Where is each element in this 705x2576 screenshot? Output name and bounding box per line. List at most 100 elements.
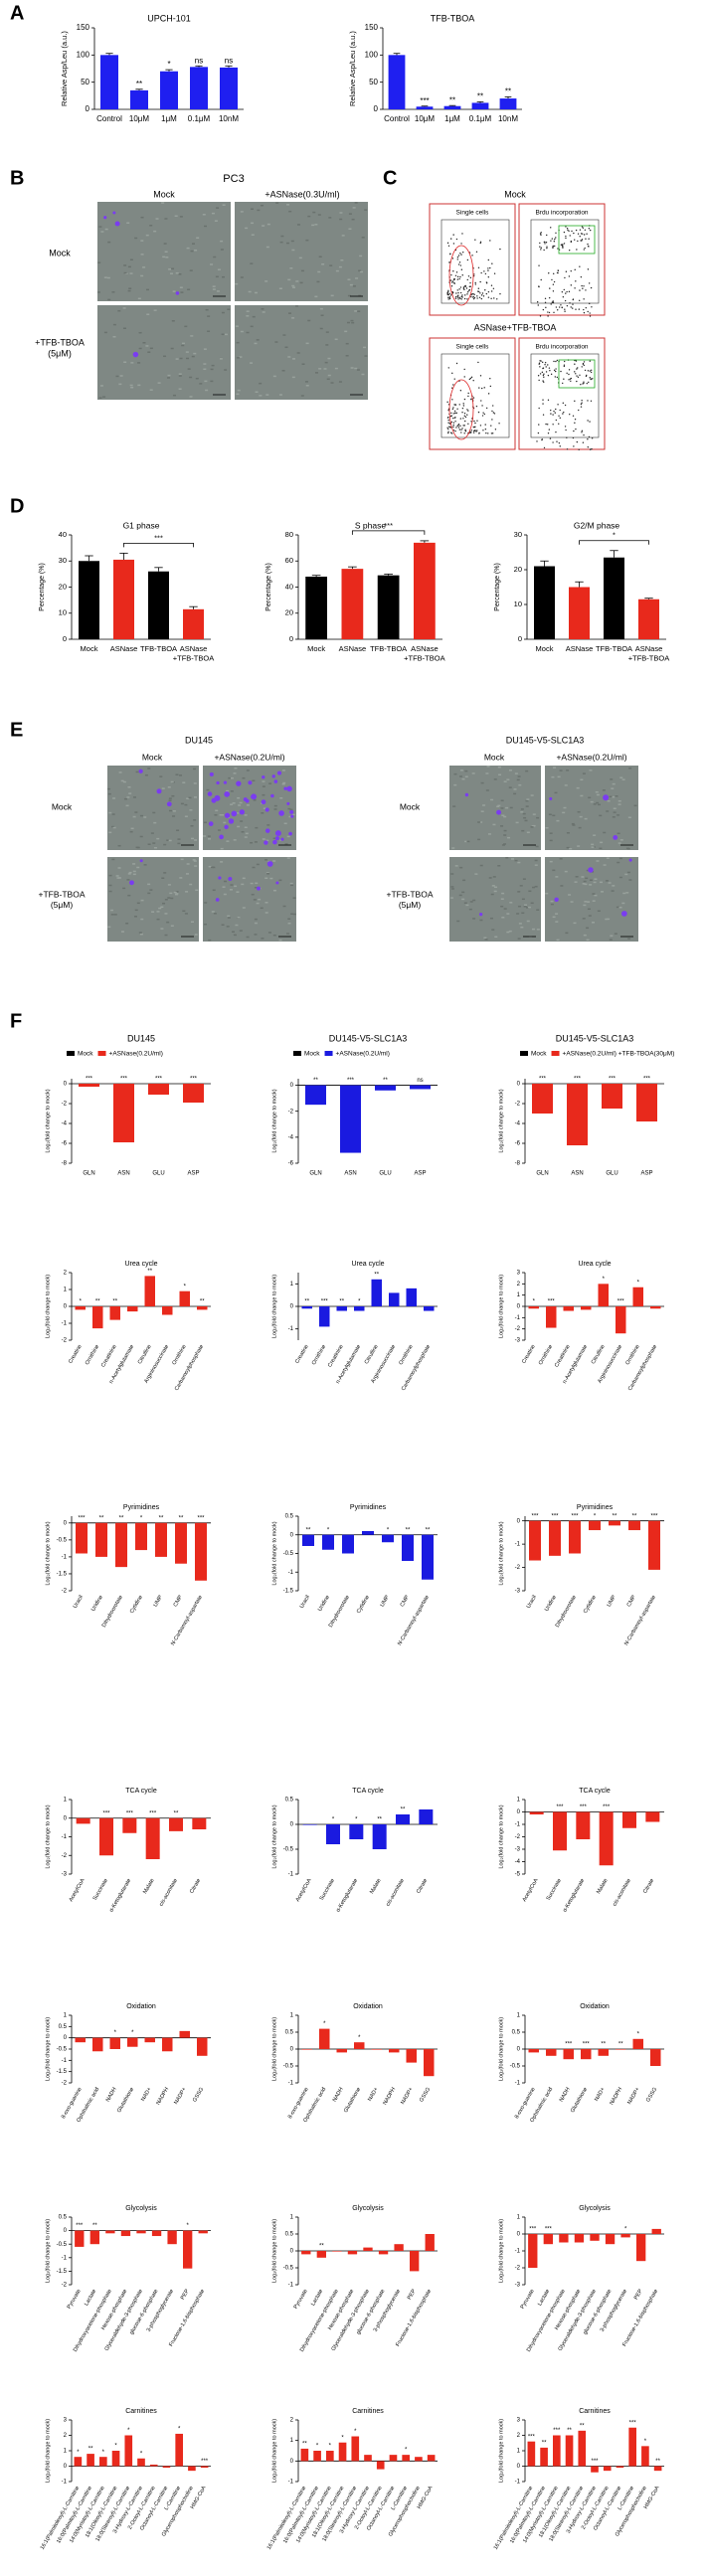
texture	[139, 933, 143, 936]
bar	[528, 2234, 538, 2268]
y-tick-label: -0.5	[283, 1551, 294, 1557]
plot-label: Single cells	[456, 210, 490, 217]
texture	[175, 271, 179, 274]
y-tick-label: -0.5	[283, 2266, 294, 2272]
texture	[509, 806, 513, 809]
texture	[278, 879, 282, 882]
texture	[207, 330, 211, 332]
significance-bracket	[351, 530, 426, 535]
bar	[76, 1522, 88, 1554]
texture	[256, 863, 260, 866]
y-tick-label: 1	[517, 2013, 521, 2019]
texture	[194, 839, 198, 841]
texture	[132, 870, 136, 873]
event	[570, 380, 572, 382]
x-tick-label: Uracil	[526, 1595, 538, 1610]
chart-title: Oxidation	[353, 2003, 383, 2010]
texture	[157, 382, 161, 384]
texture	[254, 841, 258, 843]
significance: ***	[571, 1513, 579, 1519]
stained-cell	[112, 211, 116, 215]
stained-cell	[248, 780, 253, 785]
texture	[258, 898, 262, 901]
x-tick-label: +TFB-TBOA	[173, 653, 214, 662]
event	[457, 263, 460, 265]
texture	[98, 397, 102, 399]
texture	[523, 816, 527, 819]
y-tick-label: 100	[365, 50, 379, 59]
bar	[527, 2441, 536, 2467]
texture	[352, 207, 356, 209]
texture	[465, 904, 469, 907]
bar	[105, 2230, 115, 2234]
x-tick-label: NADPH	[155, 2087, 170, 2107]
texture	[580, 778, 584, 781]
y-tick-label: -3	[515, 2283, 521, 2289]
texture	[585, 877, 589, 880]
event	[449, 415, 452, 418]
texture	[189, 809, 193, 811]
texture	[506, 778, 510, 780]
x-tick-label: GLU	[379, 1171, 391, 1177]
event	[544, 243, 546, 245]
texture	[321, 263, 325, 265]
bar	[316, 2251, 326, 2258]
event	[576, 380, 578, 383]
texture	[222, 275, 226, 278]
texture	[573, 922, 577, 925]
texture	[214, 813, 218, 816]
event	[449, 431, 452, 433]
texture	[236, 357, 240, 359]
event	[574, 371, 576, 373]
event	[447, 430, 449, 432]
bar	[75, 2037, 86, 2043]
event	[558, 306, 561, 308]
texture	[138, 932, 142, 934]
texture	[592, 900, 596, 902]
panel-label: D	[10, 495, 24, 517]
event	[566, 372, 568, 374]
texture	[530, 902, 534, 905]
x-tick-label: glucose-6-phosphate	[129, 2289, 160, 2335]
texture	[127, 265, 131, 268]
bar	[603, 2466, 612, 2472]
significance: ***	[78, 1515, 86, 1521]
texture	[255, 391, 259, 394]
y-tick-label: -1	[515, 2249, 521, 2255]
event	[543, 381, 545, 384]
bar	[363, 2247, 373, 2251]
event	[458, 404, 460, 406]
x-tick-label: α-Ketoglutarate	[108, 1878, 132, 1914]
texture	[468, 908, 472, 911]
event	[574, 422, 576, 425]
event	[542, 403, 544, 405]
texture	[513, 792, 517, 795]
bar	[332, 2251, 342, 2252]
event	[461, 411, 463, 414]
texture	[624, 873, 628, 876]
x-tick-label: NADH	[559, 2087, 572, 2104]
texture	[167, 374, 171, 377]
texture	[627, 816, 631, 819]
texture	[328, 217, 332, 219]
stained-cell	[132, 351, 139, 358]
significance: ***	[617, 1299, 625, 1305]
x-tick-label: UMP	[380, 1594, 391, 1608]
event	[474, 239, 476, 241]
texture	[625, 847, 629, 850]
texture	[257, 209, 261, 212]
y-tick-label: 30	[59, 556, 67, 565]
bar	[376, 2461, 385, 2470]
event	[538, 379, 540, 382]
texture	[163, 243, 167, 245]
texture	[477, 838, 481, 841]
event	[576, 368, 578, 370]
texture	[599, 814, 603, 817]
x-tick-label: ASNase	[566, 644, 594, 653]
texture	[244, 814, 248, 816]
x-tick-label: 10μM	[415, 114, 436, 123]
texture	[220, 847, 224, 850]
texture	[117, 867, 121, 869]
event	[550, 240, 552, 242]
event	[455, 271, 458, 273]
